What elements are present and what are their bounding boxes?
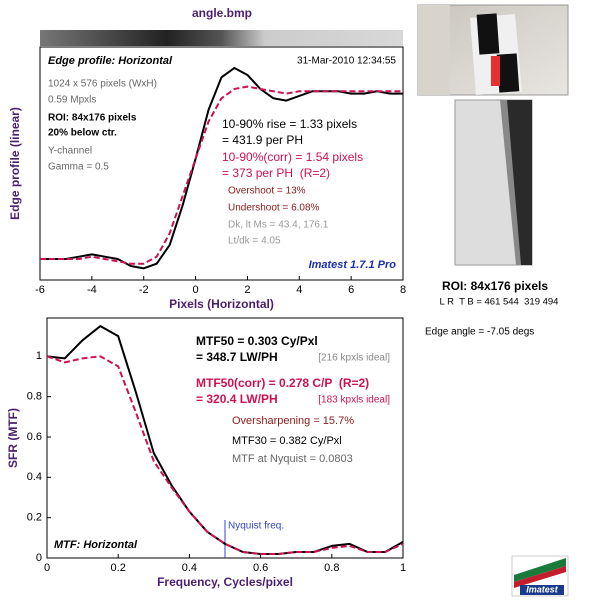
y-axis-label: Edge profile (linear) [8,107,22,220]
annotation: Undershoot = 6.08% [228,203,320,214]
plot-frame [39,46,404,281]
side-panel: ROI: 84x176 pixels L R T B = 461 544 319… [417,4,569,597]
thumb-roi [491,56,500,86]
x-tick-label: 8 [400,284,406,296]
annotation: ROI: 84x176 pixels [48,113,137,124]
annotation: Gamma = 0.5 [48,162,109,173]
annotation: = 373 per PH (R=2) [222,166,330,180]
nyquist-label: Nyquist freq. [228,521,284,532]
chart: 0 0.2 0.4 0.6 0.8 1 0 0.2 0.4 0.6 0.8 1 Frequency, C… [6,317,406,589]
annotation: MTF50(corr) = 0.278 C/P (R=2) [196,376,369,390]
y-axis-label: SFR (MTF) [6,408,20,468]
annotation: 10-90%(corr) = 1.54 pixels [222,150,363,164]
annotation: 20% below ctr. [48,128,117,139]
logo-text: Imatest [526,584,559,594]
annotation: Overshoot = 13% [228,186,306,197]
x-tick-label: 0.4 [182,562,197,574]
x-axis-label: Frequency, Cycles/pixel [157,575,293,589]
annotation: Edge profile: Horizontal [48,55,173,67]
mtf-annotations: MTF50 = 0.303 Cy/Pxl = 348.7 LW/PH [216 … [54,334,390,551]
y-tick-label: 1 [36,350,42,362]
y-tick-label: 0.8 [27,391,42,403]
annotation: Lt/dk = 4.05 [228,236,281,247]
annotation: = 320.4 LW/PH [196,392,278,406]
y-tick-label: 0.6 [27,431,42,443]
file-title: angle.bmp [192,6,252,20]
annotation: [216 kpxls ideal] [318,353,390,364]
annotation: = 348.7 LW/PH [196,350,278,364]
roi-dark [505,100,532,265]
roi-edge [500,100,521,265]
annotation: Oversharpening = 15.7% [232,415,354,427]
annotation: MTF at Nyquist = 0.0803 [232,453,353,465]
y-tick-label: 0.2 [27,512,42,524]
x-tick-label: 0.6 [253,562,268,574]
chart: -6 -4 -2 0 2 4 6 8 Pixels (Horizontal) Edge profi… [8,46,406,311]
logo-band [520,585,564,595]
edge-angle: Edge angle = -7.05 degs [425,327,534,338]
annotation: MTF: Horizontal [54,539,138,551]
x-tick-label: 0.2 [111,562,126,574]
x-tick-label: -4 [87,284,97,296]
thumb-square [496,53,520,93]
edge-strip [40,30,403,46]
annotation: MTF50 = 0.303 Cy/Pxl [196,334,318,348]
x-tick-label: -2 [139,284,149,296]
annotation: Dk, lt Ms = 43.4, 176.1 [228,220,329,231]
thumb-wall [418,5,450,95]
y-tick-label: 0.4 [27,471,42,483]
x-tick-label: 6 [348,284,354,296]
x-tick-label: 2 [244,284,250,296]
series-line [46,355,404,555]
annotation: Imatest 1.7.1 Pro [309,259,397,271]
roi-label: ROI: 84x176 pixels [442,279,548,293]
thumb-square [476,13,500,55]
y-tick-label: 0 [36,552,42,564]
annotation: 10-90% rise = 1.33 pixels [222,117,357,131]
x-tick-label: 0 [44,562,50,574]
annotation: [183 kpxls ideal] [318,395,390,406]
x-axis-label: Pixels (Horizontal) [169,297,274,311]
annotation: MTF30 = 0.382 Cy/Pxl [232,435,342,447]
annotation: 31-Mar-2010 12:34:55 [297,56,396,67]
x-tick-label: 4 [296,284,302,296]
logo-stripe [514,558,566,582]
x-tick-label: 0.8 [324,562,339,574]
annotation: Y-channel [48,146,92,157]
edge-annotations: Edge profile: Horizontal 31-Mar-2010 12:… [48,55,396,271]
x-tick-label: 0 [193,284,199,296]
x-tick-label: -6 [35,284,45,296]
logo-stripe [514,566,566,588]
series-line [40,85,403,265]
roi-bounds: L R T B = 461 544 319 494 [440,297,559,308]
annotation: = 431.9 per PH [222,133,303,147]
series-line [46,325,404,555]
x-tick-label: 1 [400,562,406,574]
annotation: 0.59 Mpxls [48,95,96,106]
annotation: 1024 x 576 pixels (WxH) [48,79,157,90]
